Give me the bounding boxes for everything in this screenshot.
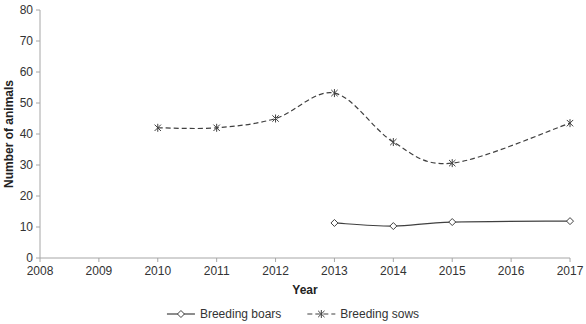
y-tick xyxy=(36,165,40,166)
x-tick-label: 2014 xyxy=(380,264,407,278)
y-tick xyxy=(36,196,40,197)
y-tick-label: 10 xyxy=(20,220,34,234)
x-tick-label: 2015 xyxy=(439,264,466,278)
x-tick-label: 2016 xyxy=(498,264,525,278)
x-tick xyxy=(570,258,571,262)
data-point xyxy=(213,124,219,132)
x-tick-label: 2012 xyxy=(262,264,289,278)
data-point xyxy=(331,219,338,226)
legend-label: Breeding boars xyxy=(200,307,281,321)
legend: Breeding boars Breeding sows xyxy=(167,307,419,321)
data-point xyxy=(567,218,574,225)
x-tick xyxy=(511,258,512,262)
chart-container: 0 10 20 30 40 50 60 70 80 2008 2009 2010 2011 2012 201… xyxy=(0,0,586,324)
y-tick xyxy=(36,10,40,11)
y-tick xyxy=(36,72,40,73)
y-tick-label: 20 xyxy=(20,189,34,203)
y-tick-label: 30 xyxy=(20,158,34,172)
y-tick-label: 60 xyxy=(20,65,34,79)
x-tick xyxy=(452,258,453,262)
y-tick xyxy=(36,227,40,228)
data-point xyxy=(155,124,161,132)
y-axis-label: Number of animals xyxy=(2,80,16,188)
y-tick xyxy=(36,41,40,42)
legend-item: Breeding sows xyxy=(307,307,419,321)
y-tick-label: 50 xyxy=(20,96,34,110)
data-point xyxy=(390,223,397,230)
data-point xyxy=(272,115,278,123)
legend-marker xyxy=(177,311,184,318)
x-tick-label: 2011 xyxy=(204,264,230,278)
series-line xyxy=(158,93,570,164)
y-tick-label: 70 xyxy=(20,34,34,48)
chart-svg: 0 10 20 30 40 50 60 70 80 2008 2009 2010 2011 2012 201… xyxy=(0,0,586,324)
data-point xyxy=(331,89,337,97)
x-tick xyxy=(98,258,99,262)
x-tick xyxy=(393,258,394,262)
y-tick-label: 0 xyxy=(26,251,33,265)
data-point xyxy=(449,219,456,226)
x-tick xyxy=(157,258,158,262)
x-tick xyxy=(334,258,335,262)
x-tick xyxy=(216,258,217,262)
y-tick xyxy=(36,103,40,104)
plot-area xyxy=(155,89,574,229)
x-axis-line xyxy=(40,258,570,259)
legend-item: Breeding boars xyxy=(167,307,281,321)
x-tick-label: 2013 xyxy=(321,264,348,278)
y-tick xyxy=(36,258,40,259)
x-tick xyxy=(275,258,276,262)
y-tick-label: 40 xyxy=(20,127,34,141)
x-tick-label: 2009 xyxy=(86,264,113,278)
x-axis-label: Year xyxy=(292,283,318,297)
data-point xyxy=(449,159,455,167)
x-tick-label: 2008 xyxy=(27,264,54,278)
x-tick xyxy=(40,258,41,262)
data-point xyxy=(390,138,396,146)
legend-label: Breeding sows xyxy=(340,307,419,321)
legend-marker xyxy=(318,310,324,318)
x-tick-label: 2010 xyxy=(144,264,171,278)
y-tick-label: 80 xyxy=(20,3,34,17)
x-tick-label: 2017 xyxy=(557,264,584,278)
y-tick xyxy=(36,134,40,135)
data-point xyxy=(567,119,573,127)
